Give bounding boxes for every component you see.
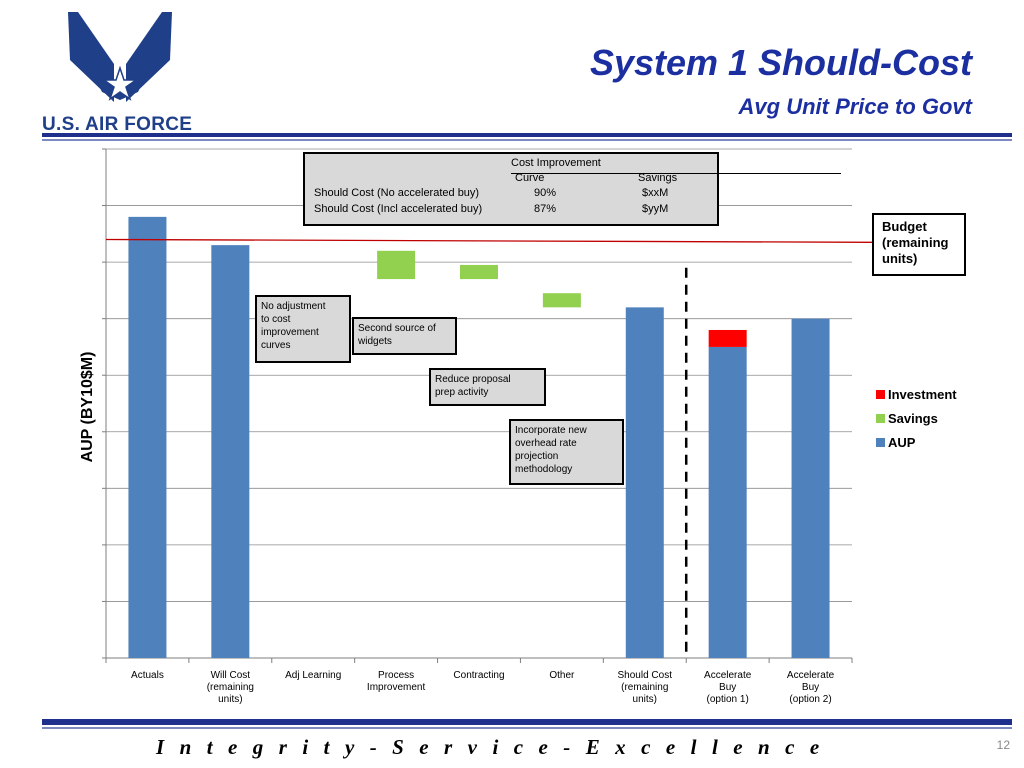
header-rule (42, 133, 1012, 137)
x-tick-label-line: Adj Learning (285, 670, 342, 681)
chart-legend: Investment Savings AUP (876, 382, 957, 454)
cib-header-curve: Curve (515, 172, 545, 184)
y-axis-label: AUP (BY10$M) (79, 351, 96, 463)
x-tick-label-line: Other (549, 670, 575, 681)
bar-investment (708, 329, 747, 347)
cost-improvement-table: Cost Improvement Curve Savings Should Co… (303, 152, 841, 226)
x-tick-label-line: Process (378, 670, 415, 681)
x-tick-label-line: Contracting (453, 670, 505, 681)
x-tick-label-line: units) (632, 694, 657, 705)
footer-rule (42, 719, 1012, 725)
x-tick-label: Actuals (107, 670, 187, 682)
x-tick-label: Process Improvement (356, 670, 436, 694)
logo-text: U.S. AIR FORCE (42, 114, 193, 135)
x-tick-label-line: Actuals (131, 670, 164, 681)
bar-aup (128, 216, 167, 658)
callout-line: Reduce proposal (435, 374, 511, 385)
cib-row-savings: $yyM (642, 203, 669, 215)
cib-row-label: Should Cost (Incl accelerated buy) (314, 203, 483, 215)
legend-label: Investment (888, 386, 957, 402)
x-tick-label: Other (522, 670, 602, 682)
callout-line: to cost (261, 314, 291, 325)
x-tick-label: Accelerate Buy (option 2) (771, 670, 851, 706)
callout-line: Incorporate new (515, 425, 587, 436)
bar-aup (211, 245, 250, 658)
budget-callout: Budget (remaining units) (872, 213, 966, 276)
callout-line: overhead rate (515, 438, 577, 449)
cib-header-underline (511, 173, 841, 174)
x-tick-label: Should Cost (remaining units) (605, 670, 685, 706)
legend-swatch-investment (876, 389, 885, 399)
x-tick-label-line: Buy (719, 682, 737, 693)
legend-item-aup: AUP (876, 430, 957, 454)
footer-motto: I n t e g r i t y - S e r v i c e - E x … (156, 735, 825, 759)
x-tick-label-line: (option 2) (789, 694, 832, 705)
waterfall-chart (102, 148, 873, 663)
legend-label: Savings (888, 410, 938, 426)
x-tick-label-line: (remaining (621, 682, 669, 693)
bar-aup (625, 307, 664, 658)
bar-savings (460, 264, 498, 280)
header-rule-thin (42, 139, 1012, 141)
legend-label: AUP (888, 434, 916, 450)
cib-header-savings: Savings (638, 172, 678, 184)
x-tick-label: Contracting (439, 670, 519, 682)
x-tick-label-line: (option 1) (706, 694, 749, 705)
legend-item-investment: Investment (876, 382, 957, 406)
callout-process-improvement: Second source of widgets (352, 317, 457, 355)
cib-row-label: Should Cost (No accelerated buy) (314, 187, 480, 199)
callout-line: improvement (261, 327, 319, 338)
callout-line: curves (261, 340, 291, 351)
cib-row-curve: 90% (534, 187, 557, 199)
bar-aup (708, 346, 747, 658)
x-tick-label: Will Cost (remaining units) (190, 670, 270, 706)
budget-line-3: units) (882, 251, 918, 266)
callout-other: Incorporate new overhead rate projection… (509, 419, 624, 485)
footer-rule-thin (42, 727, 1012, 729)
x-tick-label-line: Improvement (366, 682, 426, 693)
x-tick-label: Adj Learning (273, 670, 353, 682)
budget-line (105, 238, 873, 243)
air-force-logo (68, 12, 172, 102)
cib-row-savings: $xxM (642, 187, 669, 199)
budget-line-2: (remaining (882, 235, 949, 250)
x-tick-label-line: Accelerate (704, 670, 752, 681)
slide-subtitle: Avg Unit Price to Govt (738, 94, 972, 119)
x-tick-label-line: Accelerate (786, 670, 835, 681)
x-tick-label: Accelerate Buy (option 1) (688, 670, 768, 706)
callout-contracting: Reduce proposal prep activity (429, 368, 546, 406)
legend-item-savings: Savings (876, 406, 957, 430)
x-tick-label-line: Should Cost (617, 670, 672, 681)
x-tick-label-line: Buy (801, 682, 820, 693)
legend-swatch-aup (876, 437, 885, 447)
callout-adj-learning: No adjustment to cost improvement curves (255, 295, 351, 363)
x-tick-label-line: Will Cost (210, 670, 251, 681)
bar-savings (377, 250, 416, 280)
bar-savings (542, 293, 581, 308)
callout-line: methodology (515, 464, 573, 475)
bar-aup (791, 318, 830, 658)
callout-line: No adjustment (261, 301, 326, 312)
x-tick-label-line: (remaining (206, 682, 254, 693)
callout-line: widgets (358, 336, 392, 347)
page-number: 12 (996, 738, 1010, 752)
callout-line: projection (515, 451, 559, 462)
budget-line-1: Budget (882, 219, 927, 234)
legend-swatch-savings (876, 413, 885, 423)
callout-line: prep activity (435, 387, 489, 398)
cib-row-curve: 87% (534, 203, 557, 215)
cib-header: Cost Improvement (511, 157, 601, 169)
slide-title: System 1 Should-Cost (589, 42, 972, 83)
star-emblem (101, 65, 139, 101)
x-tick-label-line: units) (218, 694, 243, 705)
callout-line: Second source of (358, 323, 436, 334)
